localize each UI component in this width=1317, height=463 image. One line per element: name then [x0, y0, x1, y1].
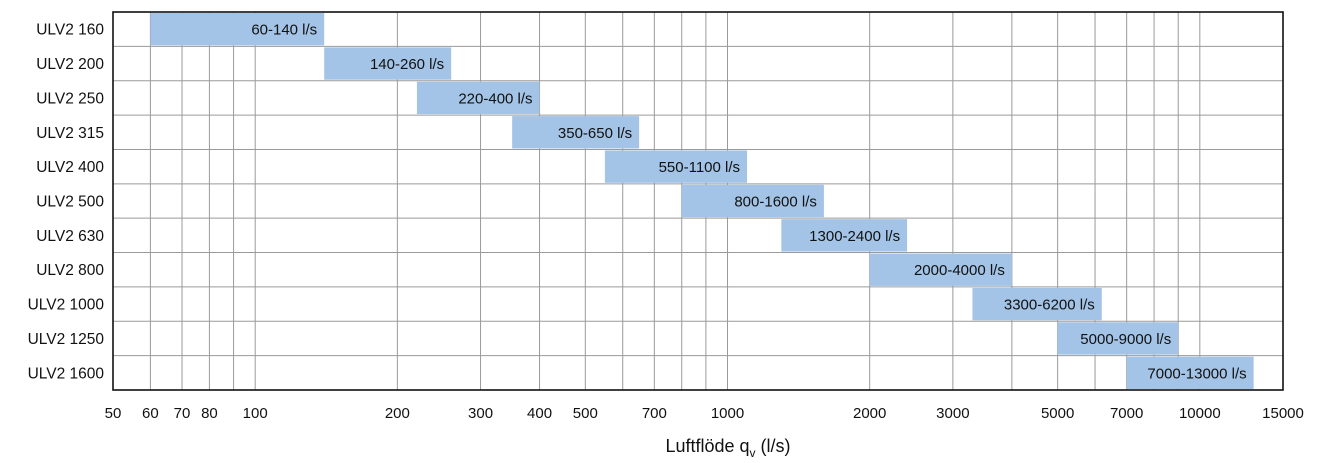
- x-tick-label: 80: [201, 405, 218, 422]
- category-label: ULV2 800: [36, 262, 104, 279]
- x-tick-label: 3000: [936, 405, 969, 422]
- category-label: ULV2 1600: [28, 365, 105, 382]
- range-bar-label: 350-650 l/s: [558, 125, 632, 142]
- x-tick-labels: 50 60 70 80 100 200 300 400 500 700 1000 2000 3000 50…: [105, 405, 1304, 422]
- x-axis-label-subscript: v: [750, 446, 756, 460]
- range-bar-label: 5000-9000 l/s: [1080, 331, 1171, 348]
- category-label: ULV2 200: [36, 56, 104, 73]
- range-bar-label: 140-260 l/s: [370, 56, 444, 73]
- x-axis-label-unit: (l/s): [761, 436, 791, 456]
- x-tick-label: 50: [105, 405, 122, 422]
- range-bar: [324, 47, 452, 80]
- range-bar: [1126, 356, 1254, 389]
- category-label: ULV2 160: [36, 22, 104, 39]
- range-bar: [512, 116, 640, 149]
- x-axis-label: Luftflöde qv (l/s): [665, 436, 790, 460]
- range-bar: [416, 81, 540, 115]
- x-tick-label: 400: [527, 405, 552, 422]
- x-tick-label: 2000: [853, 405, 886, 422]
- x-axis-label-main: Luftflöde q: [665, 436, 749, 456]
- x-tick-label: 7000: [1110, 405, 1143, 422]
- category-label: ULV2 400: [36, 159, 104, 176]
- category-label: ULV2 500: [36, 194, 104, 211]
- range-bar-label: 2000-4000 l/s: [914, 262, 1005, 279]
- x-tick-label: 700: [642, 405, 667, 422]
- category-label: ULV2 1250: [28, 331, 105, 348]
- category-label: ULV2 315: [36, 125, 104, 142]
- x-tick-label: 100: [243, 405, 268, 422]
- range-bars: 60-140 l/s 140-260 l/s 220-400 l/s 350-650 …: [150, 13, 1254, 389]
- range-bar: [781, 219, 908, 252]
- plot-frame: [112, 11, 1284, 391]
- x-tick-label: 1000: [711, 405, 744, 422]
- x-tick-label: 200: [385, 405, 410, 422]
- range-bar: [1057, 322, 1179, 355]
- range-bar: [150, 13, 325, 46]
- range-bar: [972, 287, 1102, 321]
- range-bar-label: 3300-6200 l/s: [1004, 297, 1095, 314]
- range-bar: [869, 253, 1012, 286]
- x-tick-label: 10000: [1179, 405, 1221, 422]
- category-label: ULV2 250: [36, 90, 104, 107]
- category-label: ULV2 1000: [28, 297, 105, 314]
- range-bar-label: 7000-13000 l/s: [1147, 365, 1246, 382]
- x-tick-label: 5000: [1041, 405, 1074, 422]
- range-bar: [681, 184, 824, 218]
- range-bar-label: 220-400 l/s: [458, 90, 532, 107]
- range-bar-label: 1300-2400 l/s: [809, 228, 900, 245]
- x-tick-label: 15000: [1262, 405, 1304, 422]
- category-label: ULV2 630: [36, 228, 104, 245]
- category-labels: ULV2 160 ULV2 200 ULV2 250 ULV2 315 ULV2 400…: [28, 22, 105, 383]
- range-bar-label: 800-1600 l/s: [734, 194, 817, 211]
- x-tick-label: 500: [573, 405, 598, 422]
- range-bar-label: 550-1100 l/s: [659, 159, 740, 176]
- x-tick-label: 60: [142, 405, 159, 422]
- x-tick-label: 300: [468, 405, 493, 422]
- range-bar: [604, 150, 748, 183]
- x-tick-label: 70: [174, 405, 191, 422]
- range-bar-label: 60-140 l/s: [251, 22, 317, 39]
